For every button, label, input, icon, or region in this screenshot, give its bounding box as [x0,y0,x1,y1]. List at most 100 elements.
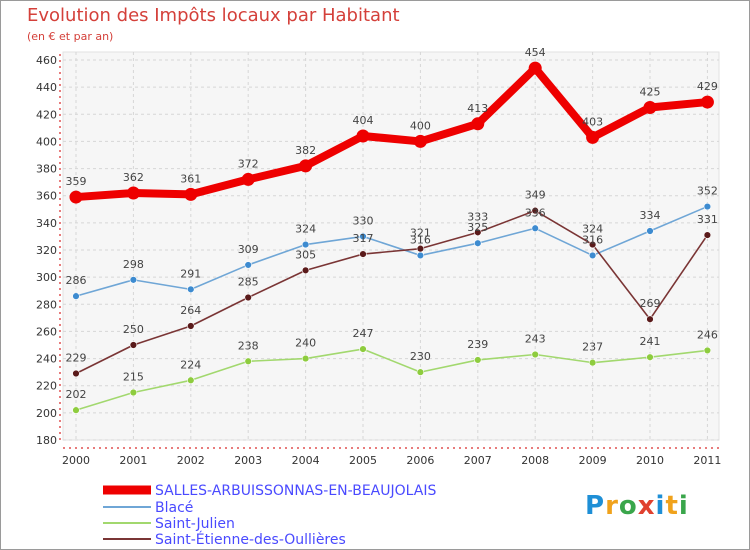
data-label: 321 [410,227,431,240]
series-point [474,228,482,237]
data-label: 316 [410,233,431,246]
data-label: 264 [180,304,201,317]
y-tick-label: 460 [36,54,57,67]
data-label: 309 [238,243,259,256]
y-tick-label: 180 [36,434,57,447]
series-point [531,206,539,215]
series-point [187,322,195,330]
series-point [531,350,539,359]
y-tick-label: 200 [36,407,57,420]
series-point [474,356,482,364]
series-point [72,369,80,378]
y-tick-label: 440 [36,81,57,94]
data-label: 413 [467,102,488,115]
series-point [471,117,485,131]
series-point [129,276,138,284]
y-tick-label: 360 [36,190,57,203]
logo-letter: t [665,491,679,521]
x-tick-label: 2005 [349,454,377,467]
data-label: 372 [238,157,259,170]
series-point [184,187,198,201]
series-point [187,285,195,294]
series-point [586,130,600,144]
series-point [646,353,654,361]
data-label: 349 [525,189,546,202]
series-point [241,172,255,186]
logo-letter: P [585,491,606,521]
x-tick-label: 2003 [234,454,262,467]
data-label: 241 [640,335,661,348]
data-label: 425 [640,86,661,99]
y-tick-label: 280 [36,298,57,311]
series-point [703,346,712,355]
series-line-3 [75,209,709,375]
series-point [129,341,138,349]
x-tick-label: 2000 [62,454,90,467]
data-label: 291 [180,267,201,280]
y-tick-label: 400 [36,135,57,148]
y-tick-label: 220 [36,380,57,393]
chart-title: Evolution des Impôts locaux par Habitant [27,5,400,26]
data-label: 243 [525,333,546,346]
logo-letter: i [678,491,689,521]
data-label: 334 [640,209,661,222]
series-point [301,354,310,363]
series-point [356,129,370,143]
series-point [301,240,310,249]
data-label: 269 [640,297,661,310]
data-label: 238 [238,339,259,352]
data-label: 305 [295,248,316,261]
x-tick-label: 2006 [406,454,434,467]
y-tick-label: 420 [36,108,57,121]
data-label: 324 [295,223,316,236]
series-point [69,190,83,204]
legend-label: Saint-Étienne-des-Oullières [155,531,346,548]
series-point [129,388,138,397]
series-point [244,293,252,302]
series-line-2 [75,348,709,411]
proxiti-logo: Proxiti [585,491,689,521]
series-point [643,101,657,114]
series-point [646,227,654,235]
series-point [588,240,597,249]
data-label: 247 [353,327,374,340]
data-label: 330 [353,214,374,227]
data-label: 229 [66,352,87,365]
y-tick-label: 380 [36,163,57,176]
data-label: 317 [353,232,374,245]
x-tick-label: 2009 [579,454,607,467]
series-point [646,315,654,323]
x-tick-label: 2010 [636,454,664,467]
y-tick-label: 340 [36,217,57,230]
data-label: 325 [467,221,488,234]
series-point [359,345,367,353]
series-point [703,231,712,239]
data-label: 359 [66,175,87,188]
x-tick-label: 2011 [693,454,721,467]
series-point [244,261,252,269]
logo-letter: x [637,491,656,521]
data-label: 336 [525,206,546,219]
series-point [416,244,425,253]
data-label: 215 [123,371,144,384]
x-tick-label: 2007 [464,454,492,467]
data-label: 331 [697,213,718,226]
data-label: 454 [525,46,546,59]
y-tick-label: 260 [36,325,57,338]
series-point [703,202,712,211]
x-tick-label: 2002 [177,454,205,467]
data-label: 362 [123,171,144,184]
logo-letter: o [618,491,638,521]
data-label: 429 [697,80,718,93]
series-point [531,224,539,232]
series-point [244,357,252,365]
data-label: 286 [66,274,87,287]
series-point [126,186,140,200]
x-tick-label: 2001 [119,454,147,467]
logo-letter: r [605,491,619,521]
y-tick-label: 240 [36,353,57,366]
data-label: 324 [582,223,603,236]
data-label: 250 [123,323,144,336]
series-point [413,134,427,148]
data-label: 403 [582,115,603,128]
